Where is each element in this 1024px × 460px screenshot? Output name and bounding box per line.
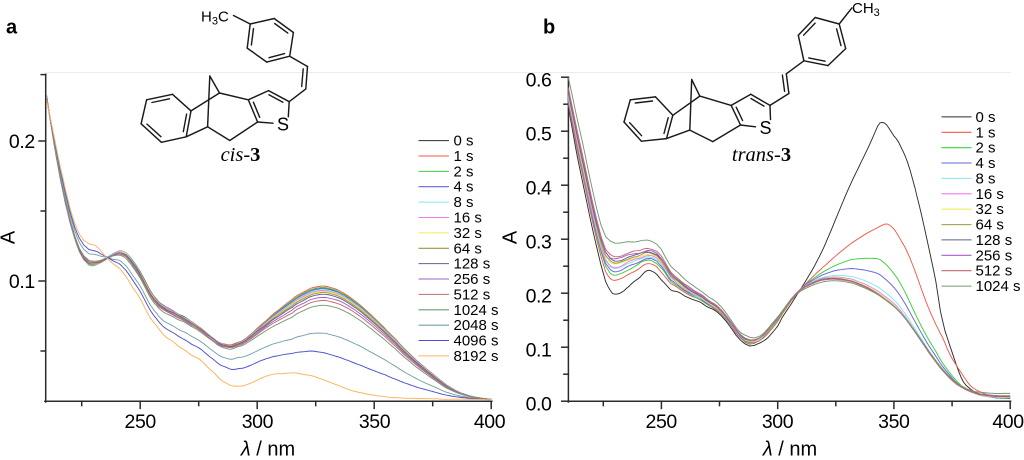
- svg-text:128 s: 128 s: [976, 232, 1013, 249]
- svg-text:a: a: [6, 17, 18, 39]
- svg-text:1 s: 1 s: [976, 124, 996, 141]
- svg-text:8 s: 8 s: [454, 194, 474, 211]
- svg-text:400: 400: [992, 411, 1024, 433]
- svg-text:250: 250: [125, 411, 157, 433]
- svg-text:300: 300: [762, 411, 794, 433]
- svg-text:0.0: 0.0: [526, 394, 552, 416]
- svg-text:0.6: 0.6: [526, 70, 552, 92]
- svg-text:trans-3: trans-3: [732, 144, 791, 166]
- svg-text:0 s: 0 s: [976, 109, 996, 126]
- svg-text:A: A: [500, 230, 522, 244]
- svg-text:32 s: 32 s: [976, 201, 1004, 218]
- svg-text:0.1: 0.1: [9, 271, 35, 293]
- svg-text:128 s: 128 s: [454, 256, 491, 273]
- svg-text:λ / nm: λ / nm: [762, 439, 817, 460]
- svg-text:8 s: 8 s: [976, 170, 996, 187]
- svg-text:1024 s: 1024 s: [454, 302, 499, 319]
- svg-text:512 s: 512 s: [454, 286, 491, 303]
- svg-text:4096 s: 4096 s: [454, 333, 499, 350]
- svg-text:1 s: 1 s: [454, 148, 474, 165]
- svg-text:4 s: 4 s: [454, 179, 474, 196]
- svg-text:350: 350: [878, 411, 910, 433]
- svg-text:256 s: 256 s: [976, 247, 1013, 264]
- svg-text:0 s: 0 s: [454, 133, 474, 150]
- svg-text:300: 300: [242, 411, 274, 433]
- svg-text:H3C: H3C: [201, 9, 229, 28]
- svg-text:0.1: 0.1: [526, 340, 552, 362]
- svg-text:CH3: CH3: [852, 0, 880, 19]
- svg-text:8192 s: 8192 s: [454, 348, 499, 365]
- svg-text:0.2: 0.2: [9, 131, 35, 153]
- svg-text:350: 350: [359, 411, 391, 433]
- svg-text:0.2: 0.2: [526, 286, 552, 308]
- svg-text:2 s: 2 s: [976, 140, 996, 157]
- svg-text:b: b: [543, 17, 555, 39]
- svg-text:64 s: 64 s: [454, 240, 482, 257]
- svg-text:2048 s: 2048 s: [454, 317, 499, 334]
- svg-text:16 s: 16 s: [454, 210, 482, 227]
- svg-text:1024 s: 1024 s: [976, 278, 1021, 295]
- svg-text:256 s: 256 s: [454, 271, 491, 288]
- svg-text:S: S: [759, 118, 771, 138]
- svg-text:S: S: [277, 115, 289, 135]
- svg-text:250: 250: [646, 411, 678, 433]
- svg-text:0.3: 0.3: [526, 232, 552, 254]
- svg-text:32 s: 32 s: [454, 225, 482, 242]
- svg-text:4 s: 4 s: [976, 155, 996, 172]
- svg-text:2 s: 2 s: [454, 163, 474, 180]
- svg-text:16 s: 16 s: [976, 186, 1004, 203]
- svg-text:A: A: [0, 230, 19, 244]
- svg-text:512 s: 512 s: [976, 263, 1013, 280]
- svg-text:λ / nm: λ / nm: [240, 439, 295, 460]
- svg-text:cis-3: cis-3: [221, 144, 261, 166]
- svg-text:64 s: 64 s: [976, 217, 1004, 234]
- svg-text:0.4: 0.4: [526, 178, 552, 200]
- svg-text:400: 400: [474, 411, 506, 433]
- svg-text:0.5: 0.5: [526, 124, 552, 146]
